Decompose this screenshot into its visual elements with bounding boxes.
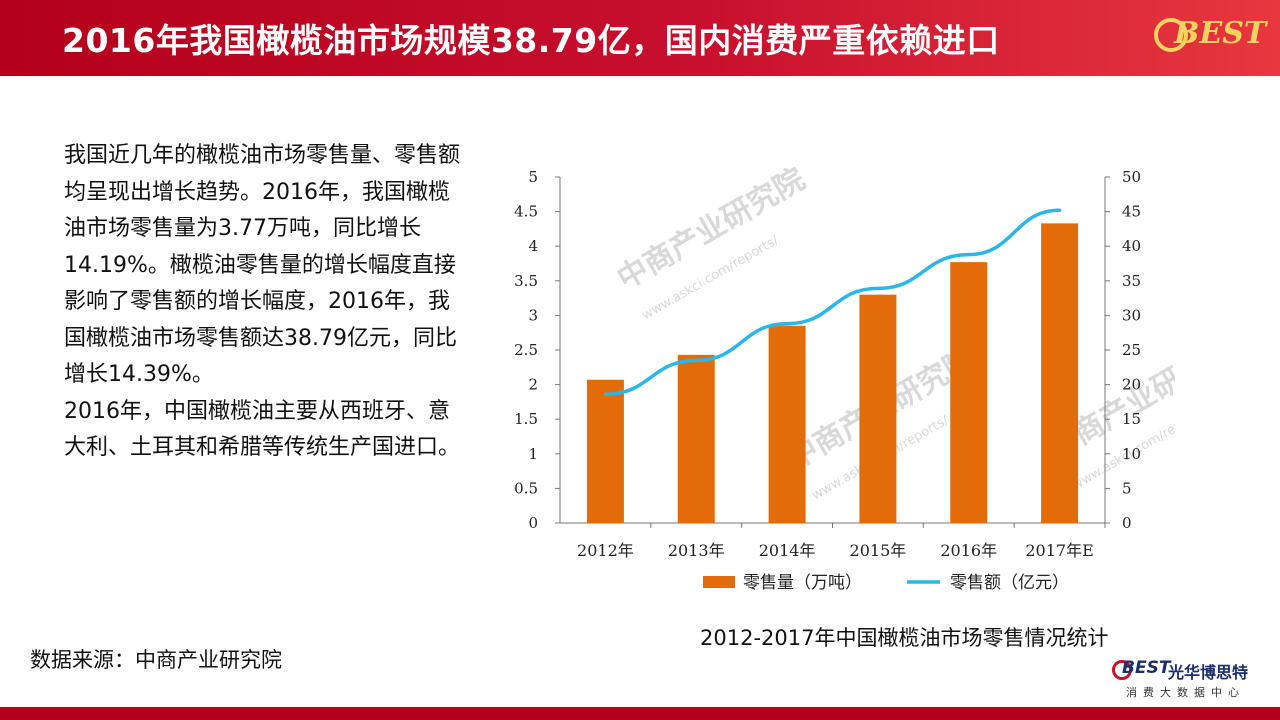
y-right-tick-label: 0 [1122, 514, 1132, 532]
retail-chart: 中商产业研究院 www.askci.com/reports/ 中商产业研究院 w… [514, 162, 1175, 593]
y-right-tick-label: 10 [1122, 445, 1141, 463]
y-right-tick-label: 5 [1122, 479, 1132, 497]
bar-retail-volume [586, 379, 624, 523]
description-text: 我国近几年的橄榄油市场零售量、零售额均呈现出增长趋势。2016年，我国橄榄油市场… [64, 138, 469, 467]
best-footer-logo: BEST 光华博思特 消费大数据中心 [1112, 658, 1272, 702]
y-left-tick-label: 2 [528, 376, 538, 394]
header-bar: 2016年我国橄榄油市场规模38.79亿，国内消费严重依赖进口 BEST [0, 0, 1280, 76]
y-left-tick-label: 0 [528, 514, 538, 532]
bar-retail-volume [1041, 223, 1079, 523]
line-retail-value [603, 208, 1062, 397]
logo-ring-icon [1154, 18, 1188, 52]
y-right-tick-label: 45 [1122, 203, 1141, 221]
x-category-label: 2012年 [577, 541, 634, 560]
y-right-tick-label: 25 [1122, 341, 1141, 359]
x-category-label: 2015年 [850, 541, 907, 560]
legend-swatch-bar [703, 576, 735, 588]
footer-brand: BEST [1122, 658, 1171, 678]
x-category-label: 2016年 [940, 541, 997, 560]
paragraph-retail: 我国近几年的橄榄油市场零售量、零售额均呈现出增长趋势。2016年，我国橄榄油市场… [64, 143, 461, 387]
x-category-label: 2017年E [1025, 541, 1093, 560]
legend-label-line: 零售额（亿元） [950, 573, 1069, 593]
y-left-tick-label: 1.5 [514, 410, 538, 428]
bar-retail-volume [768, 325, 806, 523]
footer-bar [0, 707, 1280, 720]
x-category-label: 2013年 [668, 541, 725, 560]
y-right-tick-label: 50 [1122, 168, 1141, 186]
bar-retail-volume [677, 354, 715, 523]
y-left-tick-label: 3.5 [514, 272, 538, 290]
y-left-tick-label: 4.5 [514, 203, 538, 221]
y-right-tick-label: 35 [1122, 272, 1141, 290]
chart-caption: 2012-2017年中国橄榄油市场零售情况统计 [700, 626, 1109, 650]
paragraph-import: 2016年，中国橄榄油主要从西班牙、意大利、土耳其和希腊等传统生产国进口。 [64, 398, 461, 461]
y-left-tick-label: 4 [528, 237, 538, 255]
data-source: 数据来源：中商产业研究院 [30, 648, 282, 672]
logo-ring-icon [1112, 660, 1132, 680]
bar-retail-volume [950, 262, 988, 523]
page-title: 2016年我国橄榄油市场规模38.79亿，国内消费严重依赖进口 [62, 21, 1000, 60]
logo-text: BEST [1174, 16, 1267, 51]
y-right-tick-label: 20 [1122, 376, 1141, 394]
x-category-label: 2014年 [759, 541, 816, 560]
y-left-tick-label: 5 [528, 168, 538, 186]
bar-retail-volume [859, 294, 897, 523]
y-left-tick-label: 3 [528, 306, 538, 324]
y-right-tick-label: 40 [1122, 237, 1141, 255]
legend-label-bar: 零售量（万吨） [743, 573, 862, 593]
plot-area: 00.511.522.533.544.550510152025303540455… [514, 168, 1141, 593]
y-left-tick-label: 0.5 [514, 479, 538, 497]
y-right-tick-label: 30 [1122, 306, 1141, 324]
y-right-tick-label: 15 [1122, 410, 1141, 428]
y-left-tick-label: 2.5 [514, 341, 538, 359]
best-logo: BEST [1154, 14, 1266, 56]
footer-subtitle: 消费大数据中心 [1126, 686, 1245, 699]
y-left-tick-label: 1 [528, 445, 538, 463]
footer-cn-name: 光华博思特 [1168, 663, 1249, 682]
